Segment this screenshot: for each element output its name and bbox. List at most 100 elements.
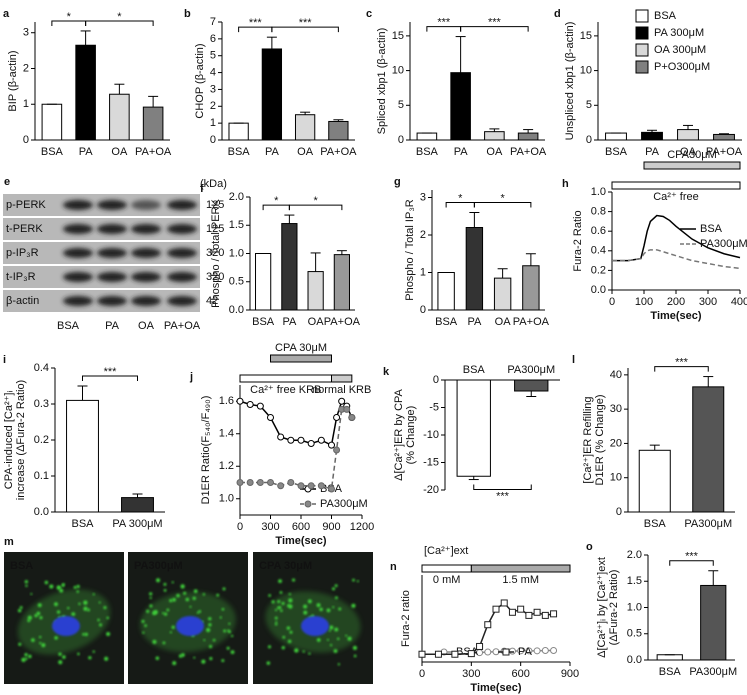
green-dot (278, 579, 282, 583)
green-dot (104, 656, 109, 661)
y-axis-label: CHOP (β-actin) (194, 43, 206, 118)
panel-letter: n (390, 561, 397, 573)
green-dot (288, 592, 292, 596)
y-axis-label: (% Change) (405, 406, 417, 465)
significance-label: * (67, 11, 72, 23)
significance-label: *** (685, 551, 699, 563)
micrograph-label: CPA 30μM (259, 560, 312, 572)
x-tick-label: PA+OA (706, 146, 743, 158)
significance-bracket (460, 26, 529, 32)
green-dot (281, 601, 285, 606)
green-dot (230, 650, 235, 655)
y-axis-label: Phospho / Total PERK (210, 199, 222, 308)
y-tick-label: 15 (392, 30, 404, 42)
y-tick-label: 0.4 (34, 362, 49, 374)
x-tick-label: 300 (462, 668, 480, 680)
x-tick-label: PA+OA (513, 316, 550, 328)
green-dot (279, 591, 283, 594)
y-tick-label: 15 (580, 30, 592, 42)
annotation-bar (611, 181, 741, 190)
marker (297, 436, 305, 444)
annotation-label: CPA30μM (667, 149, 717, 161)
blot-band (167, 224, 197, 234)
series-line (612, 249, 741, 270)
blot-kda: 125 (206, 223, 224, 235)
significance-label: *** (437, 16, 451, 28)
x-tick-label: PA300μM (684, 518, 732, 530)
green-dot (193, 656, 196, 659)
green-dot (149, 592, 153, 596)
blot-band (167, 296, 197, 306)
green-dot (274, 608, 278, 612)
x-tick-label: PA+OA (135, 146, 172, 158)
x-tick-label: PA 300μM (112, 518, 162, 530)
x-tick-label: PA+OA (320, 146, 357, 158)
marker (541, 647, 549, 655)
green-dot (92, 593, 95, 596)
green-dot (166, 608, 170, 612)
green-dot (176, 593, 180, 598)
green-dot (171, 625, 175, 629)
panel-letter: e (4, 176, 10, 188)
y-axis-label: [Ca²⁺]ER Refilling (582, 396, 594, 483)
green-dot (316, 603, 321, 608)
blot-lane-label: OA (138, 320, 155, 332)
green-dot (326, 608, 331, 613)
green-dot (226, 646, 230, 650)
green-dot (329, 643, 333, 647)
blot-unit: (kDa) (200, 178, 227, 190)
green-dot (189, 605, 192, 608)
marker (256, 479, 264, 486)
panel-letter: l (572, 354, 575, 366)
y-tick-label: 1.0 (591, 186, 606, 198)
y-tick-label: 1 (210, 117, 216, 129)
bar (294, 114, 316, 141)
y-tick-label: 0.3 (34, 398, 49, 410)
significance-bracket (288, 204, 343, 211)
blot-row-label: p-PERK (6, 199, 46, 211)
green-dot (333, 649, 338, 653)
y-tick-label: 5 (586, 99, 592, 111)
annotation-label: normal KRB (312, 384, 371, 396)
green-dot (84, 632, 88, 637)
green-dot (282, 635, 286, 639)
green-dot (221, 659, 225, 663)
x-tick-label: 100 (635, 296, 653, 308)
blot-band (63, 272, 93, 282)
legend-label: P+O300μM (654, 61, 710, 73)
green-dot (286, 626, 291, 630)
x-tick-label: PA300μM (507, 364, 555, 376)
green-dot (34, 613, 38, 618)
annotation-label: 0 mM (433, 574, 461, 586)
significance-bracket (473, 202, 532, 208)
x-tick-label: 600 (292, 521, 310, 533)
green-dot (185, 597, 190, 602)
y-tick-label: 2 (420, 229, 426, 241)
x-tick-label: BSA (644, 518, 667, 530)
marker (525, 611, 533, 619)
green-dot (328, 629, 331, 632)
green-dot (149, 596, 152, 600)
marker (307, 482, 315, 490)
x-tick-label: OA (495, 316, 512, 328)
significance-label: *** (496, 490, 510, 502)
green-dot (144, 624, 147, 627)
bar (121, 497, 154, 513)
green-dot (169, 631, 172, 634)
y-axis-label: (ΔFura-2 Ratio) (608, 570, 620, 646)
green-dot (106, 631, 111, 636)
bar (465, 227, 484, 311)
x-tick-label: 400 (731, 296, 747, 308)
green-dot (31, 638, 35, 642)
legend-label: PA300μM (320, 498, 368, 510)
bar (493, 277, 512, 311)
y-tick-label: 3 (23, 27, 29, 39)
green-dot (142, 631, 145, 634)
significance-bracket (271, 26, 339, 33)
y-tick-label: 0.8 (591, 206, 606, 218)
annotation-bar (421, 564, 472, 573)
x-tick-label: 600 (511, 668, 529, 680)
bar (307, 271, 324, 311)
marker (508, 647, 516, 655)
